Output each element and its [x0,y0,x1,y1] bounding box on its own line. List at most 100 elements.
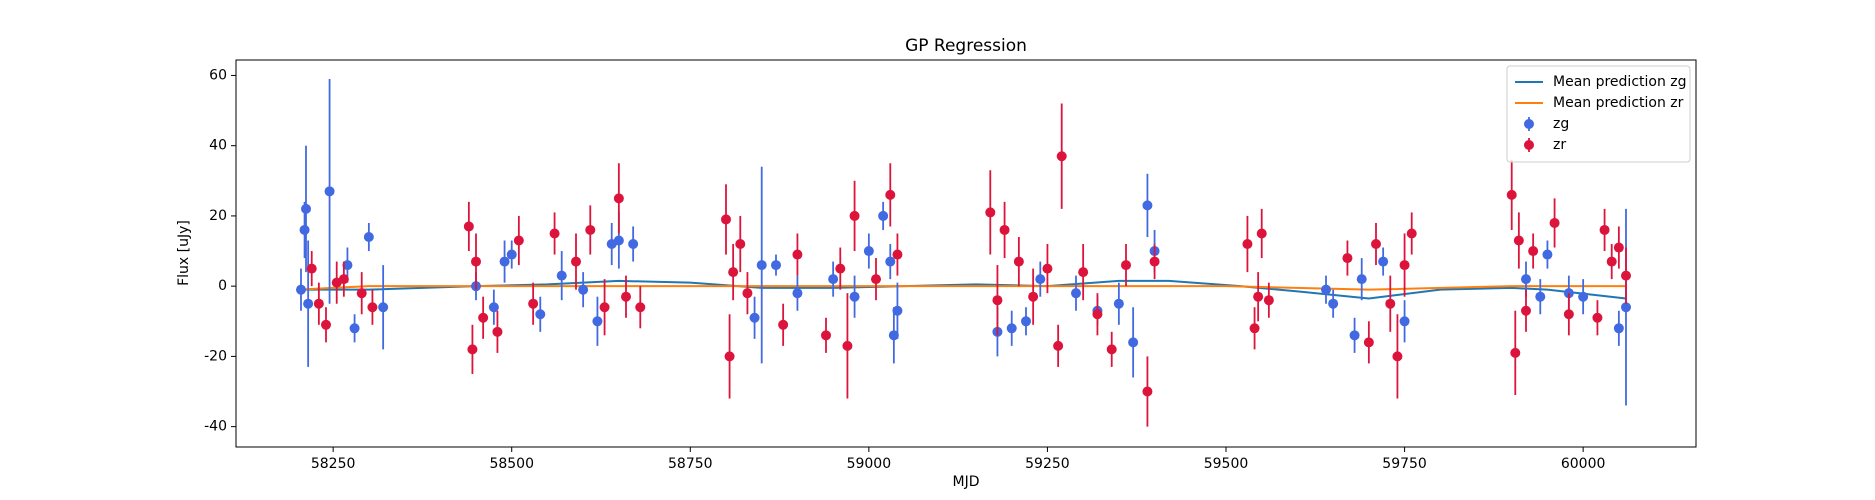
point [499,256,510,267]
point [771,260,781,271]
point [1121,260,1131,271]
point [742,288,753,299]
point [1328,298,1339,309]
point [313,298,324,309]
point [1542,249,1553,260]
point [1399,316,1410,327]
point [778,319,789,330]
legend-label: zr [1553,137,1566,153]
point [1321,284,1331,295]
point [1053,340,1064,351]
x-tick-label: 59000 [847,456,892,472]
point [992,295,1003,306]
point [878,210,889,221]
y-tick-label: 0 [218,278,227,294]
x-tick-label: 58750 [668,456,713,472]
point [1013,256,1024,267]
point [724,351,735,362]
point [299,224,310,235]
point [728,267,739,278]
y-tick-label: 20 [209,208,227,224]
x-axis-label: MJD [953,474,980,490]
point [1349,330,1360,341]
point [721,214,731,225]
point [1606,256,1617,267]
point [849,291,860,302]
point [1385,298,1396,309]
x-tick-label: 59250 [1025,456,1070,472]
point [985,207,996,218]
point [849,210,860,221]
point [492,326,503,337]
point [892,249,903,260]
point [1392,351,1403,362]
point [1042,263,1053,274]
point [1563,309,1574,320]
point [513,235,524,246]
point [592,316,603,327]
point [1513,235,1524,246]
point [828,274,839,285]
point [467,344,478,355]
point [735,239,746,250]
y-tick-label: 40 [209,138,227,154]
point [1249,323,1260,334]
point [1113,298,1124,309]
point [1371,239,1381,250]
point [1028,291,1039,302]
point [1521,274,1531,285]
point [585,224,596,235]
x-tick-label: 58250 [311,456,356,472]
point [1510,347,1521,358]
point [1528,246,1539,257]
point [342,260,353,271]
point [835,263,846,274]
point [1599,224,1610,235]
point [528,298,539,309]
point [885,189,896,200]
point [885,256,896,267]
point [1592,312,1603,323]
point [356,288,367,299]
point [1535,291,1546,302]
point [578,284,589,295]
point [1578,291,1589,302]
point [1521,305,1531,316]
chart-title: GP Regression [905,36,1027,56]
point [549,228,560,239]
point [338,274,349,285]
point [321,319,331,330]
point [635,302,646,313]
legend-label: Mean prediction zr [1553,95,1684,111]
legend-swatch [1524,119,1534,129]
point [1378,256,1389,267]
point [367,302,378,313]
legend-swatch [1524,140,1534,150]
point [303,298,314,309]
point [613,193,624,204]
point [1092,309,1103,320]
point [506,249,517,260]
point [571,256,581,267]
point [471,256,481,267]
point [535,309,546,320]
point [1078,267,1089,278]
point [1621,302,1631,313]
point [296,284,306,295]
point [1506,189,1517,200]
y-axis-label: Flux [uJy] [176,220,192,286]
legend-label: zg [1553,116,1569,132]
point [1021,316,1031,327]
point [1363,337,1374,348]
point [1142,386,1153,397]
point [999,224,1010,235]
point [301,203,311,214]
point [792,249,803,260]
point [888,330,899,341]
plot-frame [235,59,1697,448]
point [892,305,903,316]
point [378,302,389,313]
point [349,323,360,334]
point [1242,239,1253,250]
